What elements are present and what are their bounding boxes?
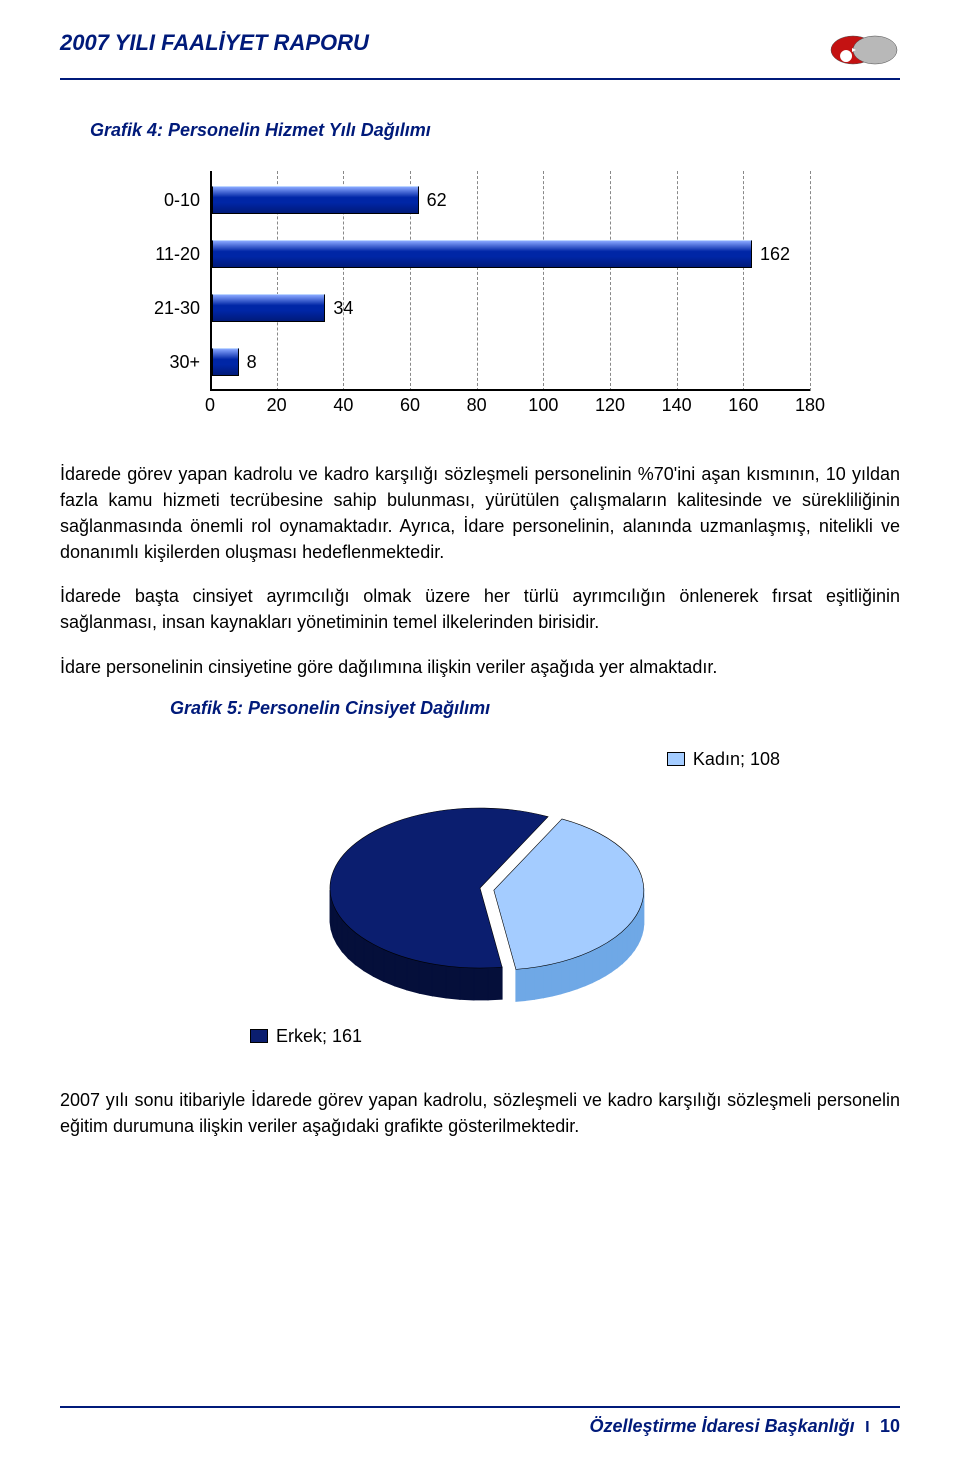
bar-xtick-label: 160	[728, 395, 758, 416]
legend-swatch-erkek	[250, 1029, 268, 1043]
logo	[828, 30, 900, 70]
bar-row: 21-30 34	[140, 291, 820, 325]
bar-value-label: 162	[760, 244, 790, 265]
paragraph-1: İdarede görev yapan kadrolu ve kadro kar…	[60, 461, 900, 565]
pie-legend-erkek: Erkek; 161	[250, 1026, 362, 1047]
pie-label-erkek: Erkek; 161	[276, 1026, 362, 1047]
bar-rect	[212, 240, 752, 268]
bar-value-label: 62	[427, 190, 447, 211]
bar-xtick-label: 180	[795, 395, 825, 416]
bar-xtick-label: 120	[595, 395, 625, 416]
bar-row: 11-20 162	[140, 237, 820, 271]
pie-legend-kadin: Kadın; 108	[667, 749, 780, 770]
paragraph-2: İdarede başta cinsiyet ayrımcılığı olmak…	[60, 583, 900, 635]
paragraph-3: İdare personelinin cinsiyetine göre dağı…	[60, 654, 900, 680]
bar-row: 30+ 8	[140, 345, 820, 379]
footer: Özelleştirme İdaresi Başkanlığı I 10	[60, 1406, 900, 1437]
bar-xtick-label: 40	[333, 395, 353, 416]
legend-swatch-kadin	[667, 752, 685, 766]
bar-category-label: 21-30	[140, 298, 200, 319]
bar-xtick-label: 0	[205, 395, 215, 416]
bar-xtick-label: 20	[267, 395, 287, 416]
bar-category-label: 0-10	[140, 190, 200, 211]
header-row: 2007 YILI FAALİYET RAPORU	[60, 30, 900, 70]
page: 2007 YILI FAALİYET RAPORU Grafik 4: Pers…	[0, 0, 960, 1465]
chart5-title: Grafik 5: Personelin Cinsiyet Dağılımı	[170, 698, 900, 719]
footer-separator: I	[859, 1419, 875, 1436]
bar-chart-4: 0204060801001201401601800-106211-2016221…	[140, 171, 820, 431]
bar-category-label: 30+	[140, 352, 200, 373]
bar-xtick-label: 100	[528, 395, 558, 416]
pie-label-kadin: Kadın; 108	[693, 749, 780, 770]
bar-row: 0-10 62	[140, 183, 820, 217]
footer-page-number: 10	[880, 1416, 900, 1436]
pie-chart-5: Kadın; 108 Erkek; 161	[180, 749, 780, 1047]
bar-xtick-label: 80	[467, 395, 487, 416]
chart4-title: Grafik 4: Personelin Hizmet Yılı Dağılım…	[90, 120, 900, 141]
bar-rect	[212, 186, 419, 214]
report-title: 2007 YILI FAALİYET RAPORU	[60, 30, 369, 56]
bar-rect	[212, 294, 325, 322]
paragraph-4: 2007 yılı sonu itibariyle İdarede görev …	[60, 1087, 900, 1139]
bar-rect	[212, 348, 239, 376]
bar-value-label: 34	[333, 298, 353, 319]
bar-category-label: 11-20	[140, 244, 200, 265]
bar-xtick-label: 60	[400, 395, 420, 416]
header-rule	[60, 78, 900, 80]
bar-value-label: 8	[247, 352, 257, 373]
bar-xtick-label: 140	[662, 395, 692, 416]
footer-org: Özelleştirme İdaresi Başkanlığı	[589, 1416, 854, 1436]
